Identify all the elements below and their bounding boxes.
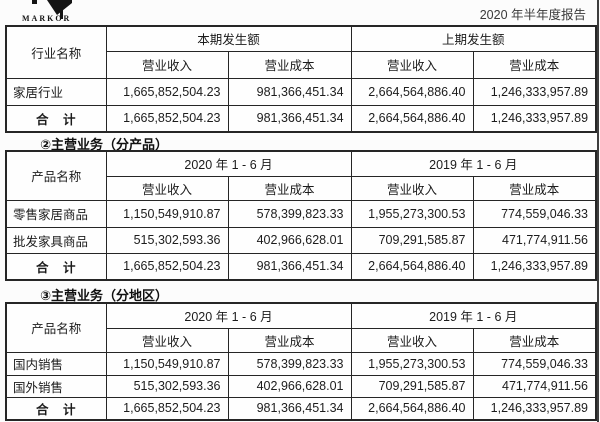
- cell-2019-cost: 1,246,333,957.89: [472, 252, 597, 281]
- table-subheader-row: 营业收入 营业成本 营业收入 营业成本: [6, 175, 597, 201]
- cell-2019-revenue: 709,291,585.87: [350, 226, 474, 254]
- cell-2020-cost: 402,966,628.01: [227, 226, 352, 254]
- cell-prior-revenue: 2,664,564,886.40: [350, 104, 474, 133]
- table-header-row: 产品名称 2020 年 1 - 6 月 2019 年 1 - 6 月: [5, 150, 597, 201]
- row-label: 批发家具商品: [5, 226, 107, 254]
- total-row: 合 计 1,665,852,504.23 981,366,451.34 2,66…: [5, 252, 597, 281]
- subheader-revenue: 营业收入: [350, 50, 474, 79]
- cell-2020-cost: 578,399,823.33: [227, 199, 352, 228]
- industry-table: 行业名称 本期发生额 上期发生额 营业收入 营业成本 营业收入 营业成本 家居行…: [5, 25, 598, 133]
- cell-2020-revenue: 1,665,852,504.23: [105, 396, 229, 421]
- cell-2020-revenue: 515,302,593.36: [105, 226, 229, 254]
- subheader-cost: 营业成本: [227, 327, 352, 353]
- table-subheader-row: 营业收入 营业成本 营业收入 营业成本: [6, 50, 597, 79]
- cell-2020-cost: 402,966,628.01: [227, 374, 352, 398]
- cell-2019-revenue: 709,291,585.87: [350, 374, 474, 398]
- group-header-prior: 上期发生额: [350, 25, 597, 52]
- cell-current-revenue: 1,665,852,504.23: [105, 104, 229, 133]
- section-heading-by-region: ③主营业务（分地区）: [40, 288, 169, 303]
- table-subheader-row: 营业收入 营业成本 营业收入 营业成本: [6, 327, 597, 353]
- cell-prior-revenue: 2,664,564,886.40: [350, 77, 474, 106]
- cell-2019-revenue: 2,664,564,886.40: [350, 252, 474, 281]
- total-row: 合 计 1,665,852,504.23 981,366,451.34 2,66…: [5, 396, 597, 421]
- total-row: 合 计 1,665,852,504.23 981,366,451.34 2,66…: [5, 104, 597, 133]
- corner-header: 产品名称: [5, 150, 107, 201]
- section-heading-by-product: ②主营业务（分产品）: [40, 137, 169, 152]
- table-header-row: 产品名称 2020 年 1 - 6 月 2019 年 1 - 6 月: [5, 302, 597, 353]
- cell-current-revenue: 1,665,852,504.23: [105, 77, 229, 106]
- group-header-2020: 2020 年 1 - 6 月: [105, 150, 352, 177]
- cell-2019-revenue: 1,955,273,300.53: [350, 199, 474, 228]
- table-row: 国外销售 515,302,593.36 402,966,628.01 709,2…: [5, 374, 597, 398]
- cell-current-cost: 981,366,451.34: [227, 104, 352, 133]
- cell-2020-cost: 981,366,451.34: [227, 252, 352, 281]
- logo-wordmark: MARKOR: [22, 14, 72, 23]
- group-header-current: 本期发生额: [105, 25, 352, 52]
- table-row: 批发家具商品 515,302,593.36 402,966,628.01 709…: [5, 226, 597, 254]
- subheader-revenue: 营业收入: [105, 175, 229, 201]
- table-row: 家居行业 1,665,852,504.23 981,366,451.34 2,6…: [5, 77, 597, 106]
- subheader-revenue: 营业收入: [350, 327, 474, 353]
- row-label: 国内销售: [5, 351, 107, 376]
- corner-header: 行业名称: [5, 25, 107, 79]
- cell-2019-revenue: 1,955,273,300.53: [350, 351, 474, 376]
- corner-header: 产品名称: [5, 302, 107, 353]
- cell-2020-revenue: 1,150,549,910.87: [105, 351, 229, 376]
- cell-2020-revenue: 1,665,852,504.23: [105, 252, 229, 281]
- total-label: 合 计: [5, 252, 107, 281]
- total-label: 合 计: [5, 104, 107, 133]
- subheader-cost: 营业成本: [472, 50, 597, 79]
- cell-2019-cost: 471,774,911.56: [472, 226, 597, 254]
- subheader-revenue: 营业收入: [105, 327, 229, 353]
- cell-2019-cost: 1,246,333,957.89: [472, 396, 597, 421]
- cell-current-cost: 981,366,451.34: [227, 77, 352, 106]
- subheader-revenue: 营业收入: [105, 50, 229, 79]
- cell-2019-cost: 471,774,911.56: [472, 374, 597, 398]
- report-title: 2020 年半年度报告: [479, 8, 586, 22]
- cell-2019-revenue: 2,664,564,886.40: [350, 396, 474, 421]
- by-product-table: 产品名称 2020 年 1 - 6 月 2019 年 1 - 6 月 营业收入 …: [5, 150, 597, 281]
- cell-prior-cost: 1,246,333,957.89: [472, 104, 597, 133]
- group-header-2019: 2019 年 1 - 6 月: [350, 150, 597, 177]
- row-label: 家居行业: [5, 77, 107, 106]
- cell-2020-revenue: 1,150,549,910.87: [105, 199, 229, 228]
- cell-2019-cost: 774,559,046.33: [472, 351, 597, 376]
- subheader-revenue: 营业收入: [350, 175, 474, 201]
- row-label: 国外销售: [5, 374, 107, 398]
- cell-2020-revenue: 515,302,593.36: [105, 374, 229, 398]
- cell-2020-cost: 578,399,823.33: [227, 351, 352, 376]
- cell-prior-cost: 1,246,333,957.89: [472, 77, 597, 106]
- cell-2019-cost: 774,559,046.33: [472, 199, 597, 228]
- group-header-2019: 2019 年 1 - 6 月: [350, 302, 597, 329]
- table-row: 国内销售 1,150,549,910.87 578,399,823.33 1,9…: [5, 351, 597, 376]
- table-row: 零售家居商品 1,150,549,910.87 578,399,823.33 1…: [5, 199, 597, 228]
- by-region-table: 产品名称 2020 年 1 - 6 月 2019 年 1 - 6 月 营业收入 …: [5, 302, 597, 421]
- subheader-cost: 营业成本: [472, 327, 597, 353]
- table-header-row: 行业名称 本期发生额 上期发生额: [5, 25, 597, 79]
- subheader-cost: 营业成本: [472, 175, 597, 201]
- subheader-cost: 营业成本: [227, 175, 352, 201]
- cell-2020-cost: 981,366,451.34: [227, 396, 352, 421]
- markor-logo-icon: [32, 0, 72, 19]
- total-label: 合 计: [5, 396, 107, 421]
- row-label: 零售家居商品: [5, 199, 107, 228]
- subheader-cost: 营业成本: [227, 50, 352, 79]
- page-edge-divider: [597, 0, 599, 422]
- group-header-2020: 2020 年 1 - 6 月: [105, 302, 352, 329]
